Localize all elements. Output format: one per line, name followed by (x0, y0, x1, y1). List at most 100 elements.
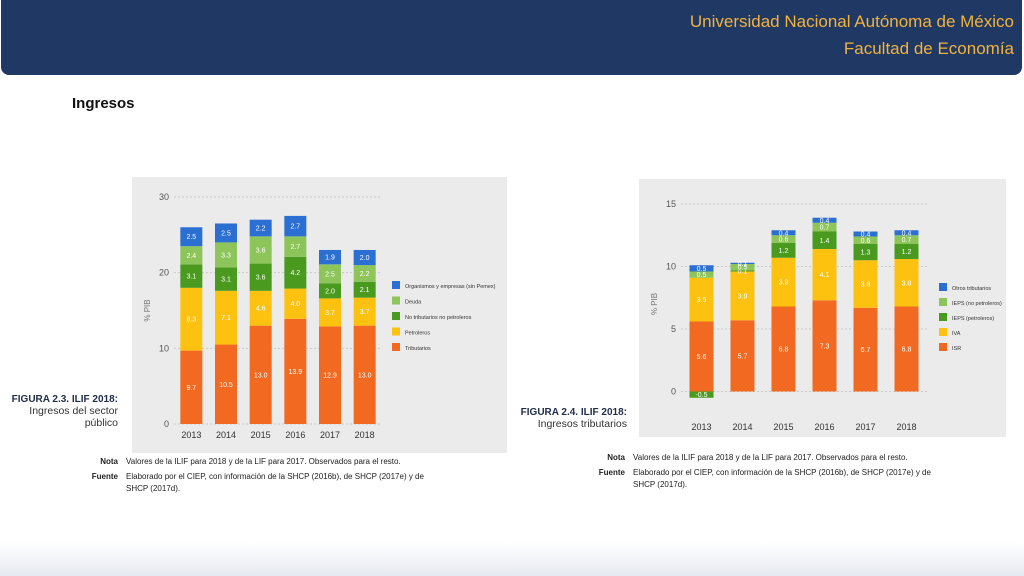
data-label: 0.5 (738, 265, 748, 272)
bar-segment (853, 260, 878, 308)
legend-label: IVA (952, 331, 961, 337)
data-label: 3.9 (779, 280, 789, 287)
x-tick-label: 2013 (691, 422, 711, 432)
data-label: 4.0 (290, 301, 300, 308)
figure-caption-left: FIGURA 2.3. ILIF 2018: Ingresos del sect… (8, 394, 118, 429)
bar-segment (180, 227, 203, 247)
data-label: 13.0 (358, 372, 372, 379)
data-label: 4.1 (820, 272, 830, 279)
data-label: 0.6 (779, 237, 789, 244)
legend-swatch (392, 312, 400, 320)
data-label: 5.6 (697, 354, 707, 361)
bar-segment (771, 230, 796, 236)
data-label: 13.0 (254, 372, 268, 379)
bar-segment (894, 244, 919, 259)
data-label: -0.5 (695, 392, 707, 399)
legend-swatch (392, 296, 400, 305)
data-label: 1.3 (861, 250, 871, 257)
legend-label: Tributarios (405, 346, 431, 352)
page-title: Ingresos (72, 95, 135, 112)
bar-segment (730, 320, 755, 392)
bar-segment (284, 236, 307, 257)
legend-swatch (392, 281, 400, 289)
bar-segment (249, 263, 272, 291)
bar-segment (284, 318, 307, 424)
data-label: 2.1 (360, 287, 370, 294)
data-label: 2.2 (360, 271, 370, 278)
data-label: 3.6 (256, 275, 266, 282)
data-label: 0.5 (697, 272, 707, 279)
data-label: 3.1 (221, 277, 231, 284)
data-label: 1.2 (779, 248, 789, 255)
data-label: 4.6 (256, 306, 266, 313)
bar-segment (215, 223, 237, 243)
data-label: 0.4 (902, 230, 912, 237)
bar-segment (689, 321, 714, 392)
bar-segment (353, 249, 376, 266)
chart-panel-right: 0 5 10 15% PIB 5.6 3.5 -0.5 0.5 0.5 2013 5.7 3.9 0.1… (639, 179, 1006, 437)
figure-caption-line: público (84, 417, 118, 429)
y-axis-label: % PIB (143, 299, 152, 321)
bar-segment (812, 217, 837, 223)
data-label: 2.5 (186, 234, 196, 241)
y-tick-label: 0 (164, 419, 169, 429)
x-tick-label: 2015 (251, 430, 271, 440)
x-tick-label: 2017 (855, 422, 875, 432)
fuente-text: Elaborado por el CIEP, con información d… (633, 468, 931, 489)
bar-segment (353, 281, 376, 298)
data-label: 3.6 (256, 247, 266, 254)
bar-segment (353, 265, 376, 282)
data-label: 6.7 (861, 347, 871, 354)
figure-notes-right: Nota Valores de la ILIF para 2018 y de l… (585, 452, 945, 492)
data-label: 3.1 (186, 274, 196, 281)
bar-segment (689, 265, 714, 272)
bar-segment (771, 257, 796, 307)
bar-segment (853, 244, 878, 261)
data-label: 2.5 (325, 271, 335, 278)
bar-segment (812, 222, 837, 232)
bar-segment (894, 306, 919, 392)
legend-swatch (939, 328, 947, 336)
bar-segment (771, 235, 796, 243)
data-label: 1.2 (902, 249, 912, 256)
data-label: 0.1 (738, 268, 748, 275)
bar-segment (319, 249, 341, 265)
bar-segment (249, 219, 272, 237)
legend-swatch (392, 327, 400, 336)
data-label: 2.7 (290, 244, 300, 251)
bar-segment (853, 231, 878, 237)
figure-caption-line: Ingresos del sector (29, 405, 118, 417)
bar-segment (180, 264, 203, 288)
bar-segment (353, 297, 376, 326)
legend-swatch (939, 283, 947, 291)
x-tick-label: 2015 (773, 422, 793, 432)
data-label: 2.0 (325, 288, 335, 295)
x-tick-label: 2016 (285, 430, 305, 440)
bar-segment (319, 264, 341, 284)
figure-caption-right: FIGURA 2.4. ILIF 2018: Ingresos tributar… (505, 407, 627, 430)
nota-label: Nota (607, 453, 625, 462)
data-label: 3.5 (697, 297, 707, 304)
y-tick-label: 10 (666, 262, 676, 272)
figure-label: FIGURA 2.3. ILIF 2018: (11, 394, 118, 405)
y-tick-label: 20 (159, 268, 169, 278)
bar-segment (730, 264, 755, 271)
data-label: 6.8 (902, 347, 912, 354)
bar-segment (771, 306, 796, 392)
y-axis-label: % PIB (650, 293, 659, 315)
legend-swatch (939, 343, 947, 351)
chart-panel-left: 0 10 20 30 % PIB 9.7 8.3 3.1 2.4 2.5 2013 10.5 7.1 3.… (132, 177, 507, 453)
data-label: 6.8 (779, 347, 789, 354)
bar-segment (319, 298, 341, 327)
bar-segment (249, 290, 272, 326)
data-label: 12.9 (323, 373, 337, 380)
bar-segment (771, 242, 796, 258)
data-label: 3.8 (861, 282, 871, 289)
data-label: 0.4 (820, 218, 830, 225)
bar-segment (215, 267, 237, 291)
bar-segment (180, 350, 203, 424)
figure-caption-line: Ingresos tributarios (537, 418, 627, 430)
bar-segment (215, 242, 237, 268)
bar-segment (215, 290, 237, 345)
